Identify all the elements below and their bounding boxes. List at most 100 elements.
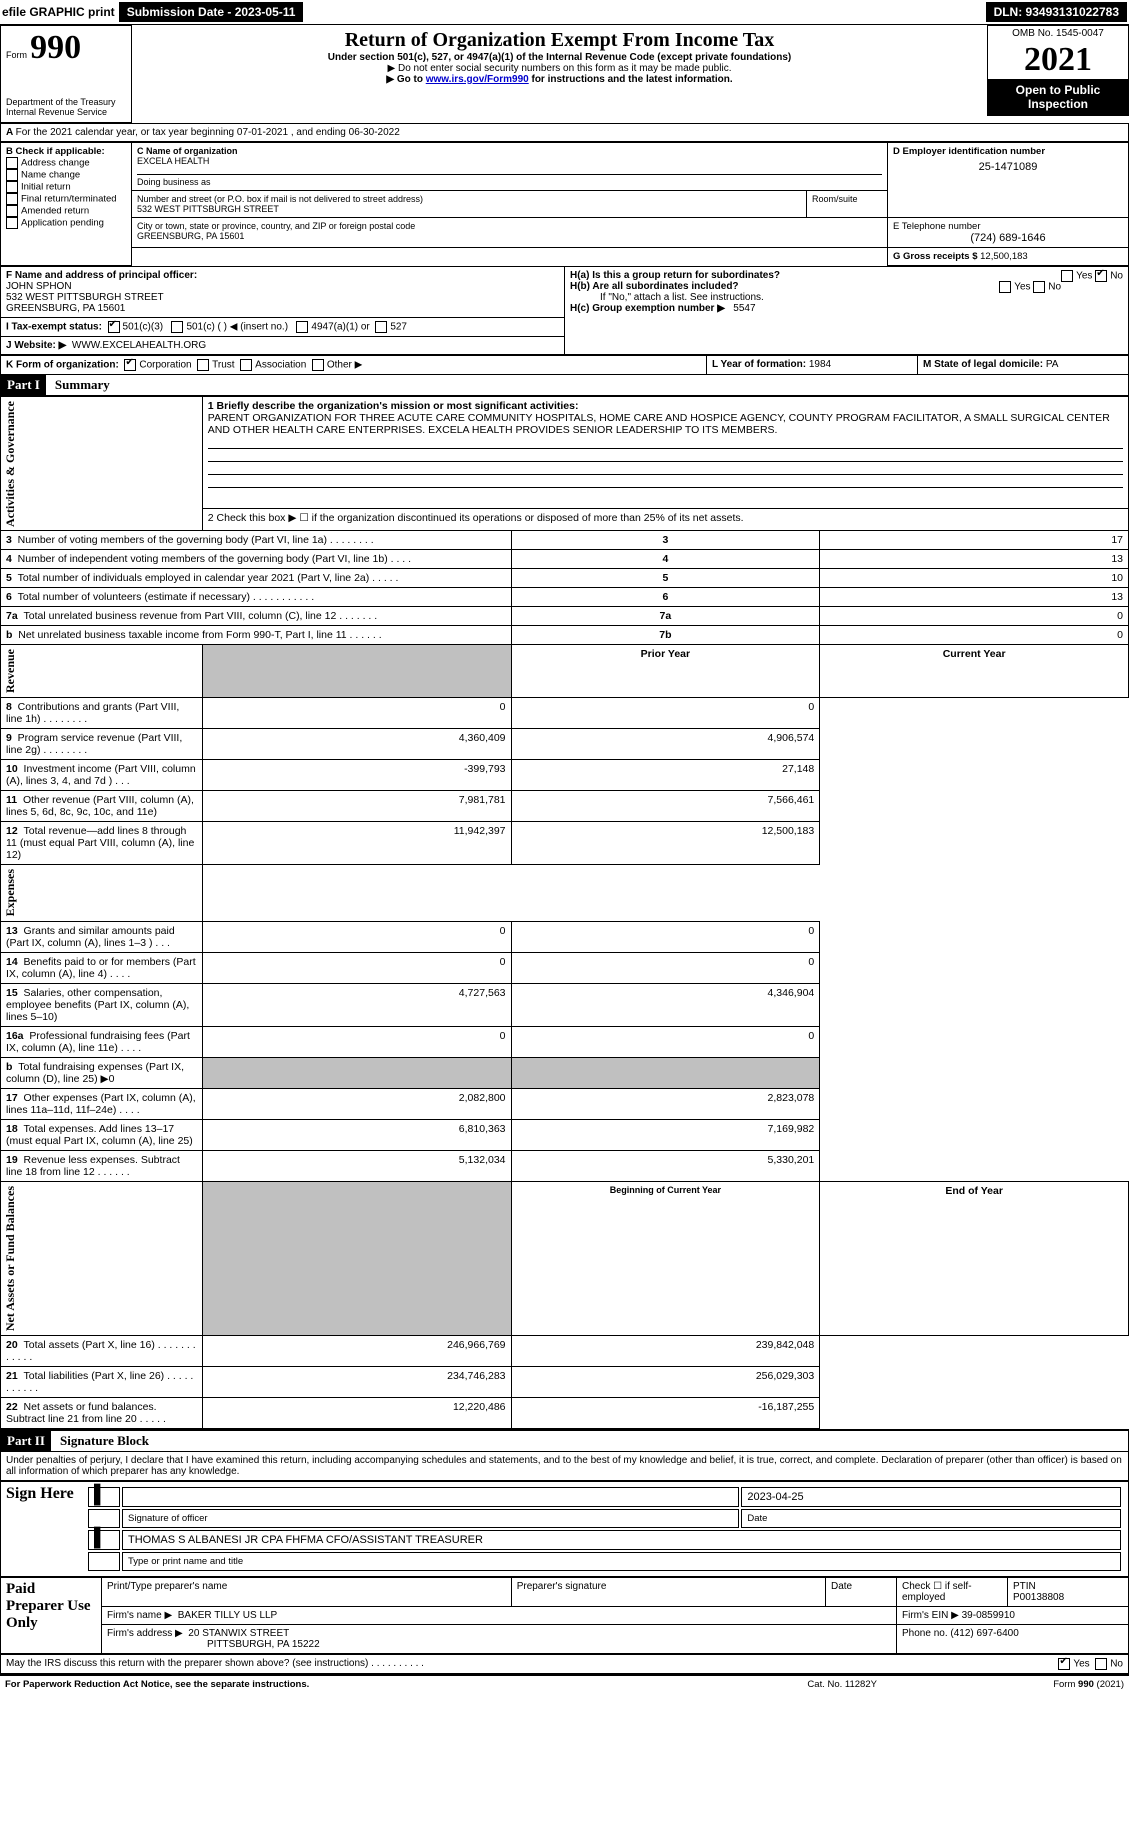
name-title-label: Type or print name and title — [122, 1552, 1121, 1571]
street-value: 532 WEST PITTSBURGH STREET — [137, 204, 279, 214]
box-k-label: K Form of organization: — [6, 359, 119, 370]
side-label-rev: Revenue — [1, 645, 20, 697]
org-name: EXCELA HEALTH — [137, 156, 209, 166]
summary-line: 5 Total number of individuals employed i… — [1, 569, 1129, 588]
l2-text: 2 Check this box ▶ ☐ if the organization… — [202, 508, 1128, 531]
box-b-option: Final return/terminated — [6, 193, 126, 205]
box-f-label: F Name and address of principal officer: — [6, 270, 197, 281]
prior-year-label: Prior Year — [511, 645, 820, 698]
firm-addr2: PITTSBURGH, PA 15222 — [107, 1639, 320, 1650]
summary-line: 16a Professional fundraising fees (Part … — [1, 1026, 1129, 1057]
part2-title: Signature Block — [54, 1433, 149, 1448]
city-value: GREENSBURG, PA 15601 — [137, 231, 244, 241]
part1-header: Part I — [1, 375, 46, 395]
irs-link[interactable]: www.irs.gov/Form990 — [426, 74, 529, 85]
dln-badge: DLN: 93493131022783 — [986, 2, 1127, 22]
officer-city: GREENSBURG, PA 15601 — [6, 303, 125, 314]
mission-text: PARENT ORGANIZATION FOR THREE ACUTE CARE… — [208, 412, 1110, 436]
summary-line: 17 Other expenses (Part IX, column (A), … — [1, 1088, 1129, 1119]
box-j-label: J Website: ▶ — [6, 340, 66, 351]
header-sub3: ▶ Go to www.irs.gov/Form990 for instruct… — [137, 74, 982, 85]
self-employed-label: Check ☐ if self-employed — [897, 1577, 1008, 1606]
ptin-value: P00138808 — [1013, 1592, 1064, 1603]
form-footer: Form 990 (2021) — [1053, 1679, 1124, 1690]
summary-line: 12 Total revenue—add lines 8 through 11 … — [1, 822, 1129, 865]
summary-line: 11 Other revenue (Part VIII, column (A),… — [1, 791, 1129, 822]
pra-notice: For Paperwork Reduction Act Notice, see … — [0, 1675, 748, 1693]
submission-date-badge: Submission Date - 2023-05-11 — [119, 2, 304, 22]
part2-header: Part II — [1, 1431, 51, 1451]
perjury-declaration: Under penalties of perjury, I declare th… — [0, 1452, 1129, 1481]
summary-line: 14 Benefits paid to or for members (Part… — [1, 952, 1129, 983]
dba-label: Doing business as — [137, 177, 211, 187]
officer-name: JOHN SPHON — [6, 281, 72, 292]
paid-preparer-label: Paid Preparer Use Only — [6, 1581, 96, 1632]
firm-ein: 39-0859910 — [962, 1610, 1015, 1621]
website-value: WWW.EXCELAHEALTH.ORG — [72, 340, 206, 351]
ptin-label: PTIN — [1013, 1581, 1036, 1592]
box-m-label: M State of legal domicile: — [923, 359, 1043, 370]
header-sub2: ▶ Do not enter social security numbers o… — [137, 63, 982, 74]
firm-name: BAKER TILLY US LLP — [178, 1610, 278, 1621]
summary-line: 13 Grants and similar amounts paid (Part… — [1, 921, 1129, 952]
form-word: Form — [6, 50, 27, 60]
period-line: For the 2021 calendar year, or tax year … — [16, 127, 400, 138]
entity-block: B Check if applicable: Address changeNam… — [0, 142, 1129, 266]
summary-line: 18 Total expenses. Add lines 13–17 (must… — [1, 1119, 1129, 1150]
side-label-gov: Activities & Governance — [1, 397, 20, 531]
header-table: Form 990 Department of the Treasury Inte… — [0, 25, 1129, 123]
city-label: City or town, state or province, country… — [137, 221, 415, 231]
firm-ein-label: Firm's EIN ▶ — [902, 1610, 959, 1621]
firm-addr-label: Firm's address ▶ — [107, 1628, 183, 1639]
form-title: Return of Organization Exempt From Incom… — [137, 29, 982, 52]
firm-phone-label: Phone no. — [902, 1628, 948, 1639]
dept-treasury: Department of the Treasury — [6, 97, 126, 107]
summary-line: 19 Revenue less expenses. Subtract line … — [1, 1150, 1129, 1181]
summary-line: b Total fundraising expenses (Part IX, c… — [1, 1057, 1129, 1088]
h-a-label: H(a) Is this a group return for subordin… — [570, 270, 780, 281]
summary-line: 20 Total assets (Part X, line 16) . . . … — [1, 1335, 1129, 1366]
box-e-label: E Telephone number — [893, 221, 1123, 232]
current-year-label: Current Year — [820, 645, 1129, 698]
topbar: efile GRAPHIC print Submission Date - 20… — [0, 0, 1129, 25]
summary-line: 4 Number of independent voting members o… — [1, 550, 1129, 569]
discuss-question: May the IRS discuss this return with the… — [6, 1658, 424, 1669]
year-formation: 1984 — [809, 359, 831, 370]
date-label: Date — [741, 1509, 1121, 1528]
firm-addr1: 20 STANWIX STREET — [188, 1628, 289, 1639]
box-b-option: Amended return — [6, 205, 126, 217]
summary-line: 21 Total liabilities (Part X, line 26) .… — [1, 1366, 1129, 1397]
side-label-exp: Expenses — [1, 865, 20, 920]
box-b-option: Address change — [6, 157, 126, 169]
summary-line: 3 Number of voting members of the govern… — [1, 531, 1129, 550]
h-b-note: If "No," attach a list. See instructions… — [570, 292, 1123, 303]
box-b-option: Name change — [6, 169, 126, 181]
sig-date: 2023-04-25 — [741, 1487, 1121, 1507]
state-domicile: PA — [1046, 359, 1059, 370]
box-b-title: B Check if applicable: — [6, 146, 126, 157]
box-g-label: G Gross receipts $ — [893, 251, 977, 262]
sign-here-label: Sign Here — [6, 1485, 76, 1503]
box-b-option: Initial return — [6, 181, 126, 193]
gross-receipts: 12,500,183 — [980, 251, 1028, 262]
summary-line: 9 Program service revenue (Part VIII, li… — [1, 729, 1129, 760]
summary-line: 22 Net assets or fund balances. Subtract… — [1, 1397, 1129, 1428]
omb-number: OMB No. 1545-0047 — [988, 26, 1128, 41]
officer-street: 532 WEST PITTSBURGH STREET — [6, 292, 164, 303]
eoy-label: End of Year — [820, 1181, 1129, 1335]
box-i-label: I Tax-exempt status: — [6, 321, 102, 332]
header-sub1: Under section 501(c), 527, or 4947(a)(1)… — [137, 52, 982, 63]
street-label: Number and street (or P.O. box if mail i… — [137, 194, 423, 204]
phone-value: (724) 689-1646 — [893, 232, 1123, 244]
h-b-label: H(b) Are all subordinates included? — [570, 281, 739, 292]
part1-table: Activities & Governance 1 Briefly descri… — [0, 396, 1129, 1429]
box-l-label: L Year of formation: — [712, 359, 806, 370]
room-label: Room/suite — [812, 194, 858, 204]
cat-no: Cat. No. 11282Y — [748, 1675, 937, 1693]
firm-name-label: Firm's name ▶ — [107, 1610, 172, 1621]
l1-label: 1 Briefly describe the organization's mi… — [208, 400, 579, 412]
firm-phone: (412) 697-6400 — [950, 1628, 1018, 1639]
summary-line: 10 Investment income (Part VIII, column … — [1, 760, 1129, 791]
box-d-label: D Employer identification number — [893, 146, 1123, 157]
box-b-option: Application pending — [6, 217, 126, 229]
